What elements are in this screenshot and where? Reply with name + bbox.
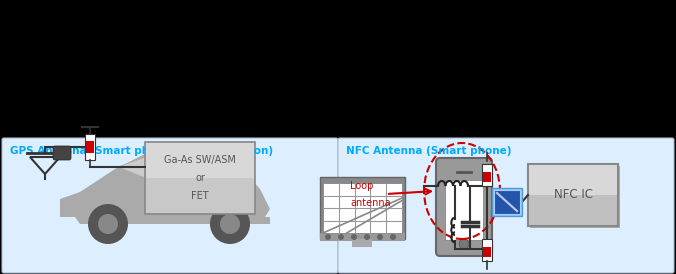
Circle shape: [325, 234, 331, 240]
FancyBboxPatch shape: [445, 180, 483, 240]
Circle shape: [459, 239, 469, 249]
Text: antenna: antenna: [350, 198, 391, 208]
Circle shape: [390, 234, 396, 240]
Circle shape: [220, 214, 240, 234]
Circle shape: [88, 204, 128, 244]
FancyBboxPatch shape: [145, 142, 255, 214]
Polygon shape: [60, 152, 270, 217]
Text: Loop: Loop: [350, 181, 373, 191]
FancyBboxPatch shape: [529, 165, 617, 195]
FancyBboxPatch shape: [483, 172, 491, 182]
Circle shape: [364, 234, 370, 240]
FancyBboxPatch shape: [323, 183, 402, 233]
Text: NFC Antenna (Smart phone): NFC Antenna (Smart phone): [346, 146, 512, 156]
Text: FET: FET: [191, 191, 209, 201]
FancyBboxPatch shape: [53, 146, 71, 160]
FancyBboxPatch shape: [85, 134, 95, 160]
FancyBboxPatch shape: [86, 141, 94, 153]
FancyBboxPatch shape: [146, 143, 254, 178]
FancyBboxPatch shape: [338, 138, 674, 273]
Polygon shape: [196, 154, 240, 184]
FancyBboxPatch shape: [482, 164, 492, 186]
FancyBboxPatch shape: [320, 177, 405, 239]
FancyBboxPatch shape: [528, 164, 618, 226]
Text: GPS Antenna (Smart phone , Car navigation): GPS Antenna (Smart phone , Car navigatio…: [10, 146, 273, 156]
FancyBboxPatch shape: [492, 188, 522, 216]
Circle shape: [98, 214, 118, 234]
FancyBboxPatch shape: [494, 190, 520, 214]
FancyBboxPatch shape: [436, 158, 492, 256]
Text: or: or: [195, 173, 205, 183]
Circle shape: [210, 204, 250, 244]
FancyBboxPatch shape: [2, 138, 338, 273]
Polygon shape: [118, 156, 190, 182]
FancyBboxPatch shape: [530, 166, 620, 228]
Text: NFC IC: NFC IC: [554, 189, 592, 201]
Circle shape: [351, 234, 357, 240]
FancyBboxPatch shape: [483, 247, 491, 257]
Text: Ga-As SW/ASM: Ga-As SW/ASM: [164, 155, 236, 165]
Circle shape: [338, 234, 344, 240]
FancyBboxPatch shape: [482, 239, 492, 261]
Circle shape: [377, 234, 383, 240]
FancyBboxPatch shape: [320, 233, 405, 241]
FancyBboxPatch shape: [352, 239, 372, 247]
Polygon shape: [75, 217, 270, 224]
